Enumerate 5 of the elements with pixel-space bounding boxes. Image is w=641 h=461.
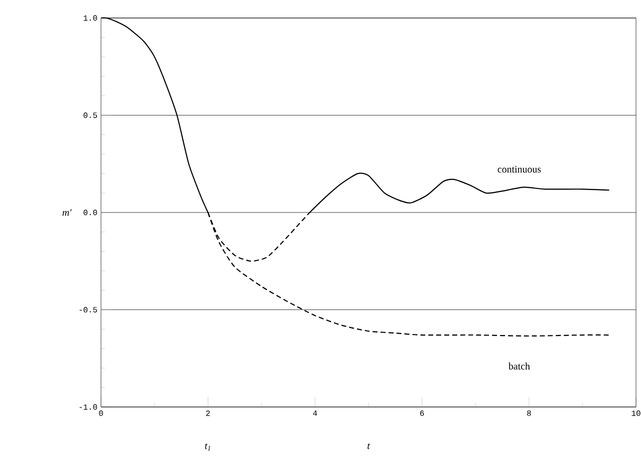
x-axis-title: t [368, 443, 370, 450]
series-label: continuous [498, 166, 541, 173]
text: t$_{1}$ [205, 443, 210, 450]
y-axis-title: m′ [62, 209, 72, 216]
text: batch [508, 362, 530, 370]
